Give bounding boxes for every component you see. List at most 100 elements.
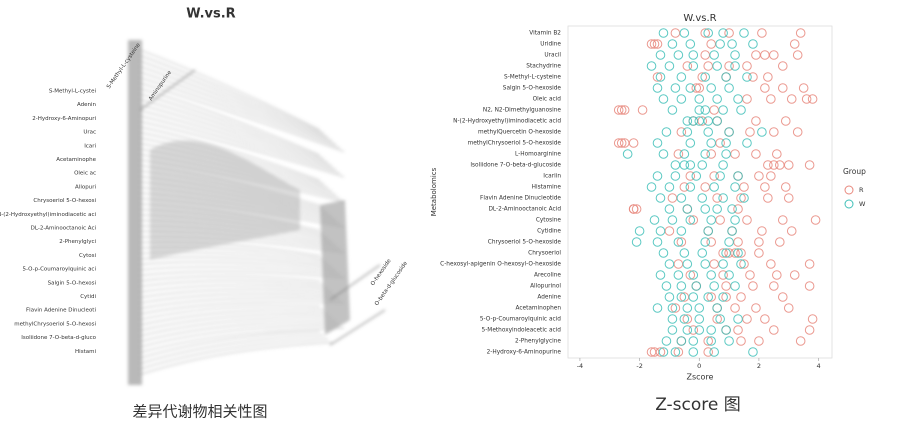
point	[649, 39, 660, 49]
point	[616, 105, 627, 115]
link	[139, 54, 325, 135]
point	[798, 83, 809, 93]
node-label: Adenin	[77, 102, 97, 108]
point	[685, 215, 696, 225]
link	[139, 71, 337, 145]
y-tick-label: Isoliidone 7-O-beta-d-glucoside	[470, 163, 561, 169]
point	[721, 72, 731, 82]
point	[682, 61, 693, 71]
y-tick-label: Acetaminophen	[515, 306, 561, 312]
point	[736, 292, 746, 302]
point	[751, 303, 761, 313]
point	[795, 28, 806, 38]
node-label: methylChrysoeriol 5-O-hexosi	[14, 321, 96, 327]
link	[139, 327, 345, 354]
y-tick-label: Histamine	[532, 185, 562, 191]
point	[706, 270, 716, 280]
point	[667, 215, 678, 225]
point	[673, 50, 684, 60]
x-axis-label: Zscore	[687, 373, 714, 382]
point	[679, 160, 690, 170]
point	[772, 149, 782, 159]
y-tick-label: N-(2-Hydroxyethyl)iminodiacetic acid	[453, 119, 561, 125]
point	[694, 105, 705, 115]
zscore-chart: W.vs.R Zscore Metabolomics Group Z-score…	[430, 13, 866, 415]
node-label: Oleic ac	[74, 171, 96, 177]
point	[769, 50, 779, 60]
point	[682, 259, 693, 269]
point	[637, 105, 648, 115]
point	[724, 28, 734, 38]
point	[697, 193, 708, 203]
point	[706, 325, 716, 335]
point	[739, 28, 749, 38]
y-tick-label: Chrysoeriol	[528, 251, 561, 257]
link	[139, 280, 325, 288]
point	[715, 314, 725, 324]
point	[780, 116, 791, 126]
point	[751, 149, 761, 159]
point	[694, 94, 705, 104]
point	[682, 116, 693, 126]
point	[703, 127, 714, 137]
y-tick-label: methylQuercetin O-hexoside	[478, 130, 561, 136]
x-tick-label: 0	[697, 362, 701, 370]
point	[724, 237, 734, 247]
point	[754, 248, 764, 258]
point	[661, 127, 672, 137]
point	[706, 336, 716, 346]
point	[670, 347, 681, 357]
link	[139, 104, 333, 167]
node-block	[320, 200, 350, 335]
point	[733, 248, 743, 258]
point	[694, 325, 705, 335]
point	[751, 116, 761, 126]
point	[685, 160, 696, 170]
point	[724, 270, 734, 280]
point	[712, 116, 722, 126]
node-label: DL-2-Aminooctanoic Aci	[31, 226, 97, 232]
link	[329, 264, 381, 301]
point	[777, 292, 788, 302]
point	[685, 171, 696, 181]
point	[685, 83, 696, 93]
y-tick-label: Allopurinol	[530, 284, 561, 290]
point	[673, 270, 684, 280]
point	[748, 281, 758, 291]
legend-swatch	[844, 185, 854, 195]
point	[661, 336, 672, 346]
y-tick-label: Flavin Adenine Dinucleotide	[480, 196, 561, 202]
point	[667, 39, 678, 49]
point	[709, 50, 719, 60]
point	[703, 347, 714, 357]
link	[139, 288, 333, 299]
point	[718, 105, 728, 115]
point	[676, 237, 687, 247]
point	[810, 215, 821, 225]
link	[139, 331, 321, 359]
link	[139, 312, 329, 332]
point	[682, 204, 693, 214]
point	[715, 171, 725, 181]
node-label: 2-Phenylglyci	[59, 239, 96, 245]
point	[789, 270, 800, 280]
point	[664, 204, 675, 214]
point	[673, 347, 684, 357]
link	[139, 320, 337, 343]
link	[139, 301, 345, 315]
point	[709, 281, 719, 291]
point	[777, 83, 788, 93]
y-tick-label: Vitamin B2	[529, 31, 561, 37]
point	[706, 215, 716, 225]
link	[139, 309, 325, 326]
point	[703, 336, 714, 346]
point	[712, 204, 722, 214]
point	[774, 237, 785, 247]
point	[769, 325, 779, 335]
y-tick-label: Uridine	[540, 42, 561, 48]
point	[658, 347, 669, 357]
node-label: 5-O-p-Coumaroylquinic aci	[22, 267, 96, 273]
point	[718, 292, 728, 302]
point	[724, 336, 734, 346]
point	[736, 248, 746, 258]
